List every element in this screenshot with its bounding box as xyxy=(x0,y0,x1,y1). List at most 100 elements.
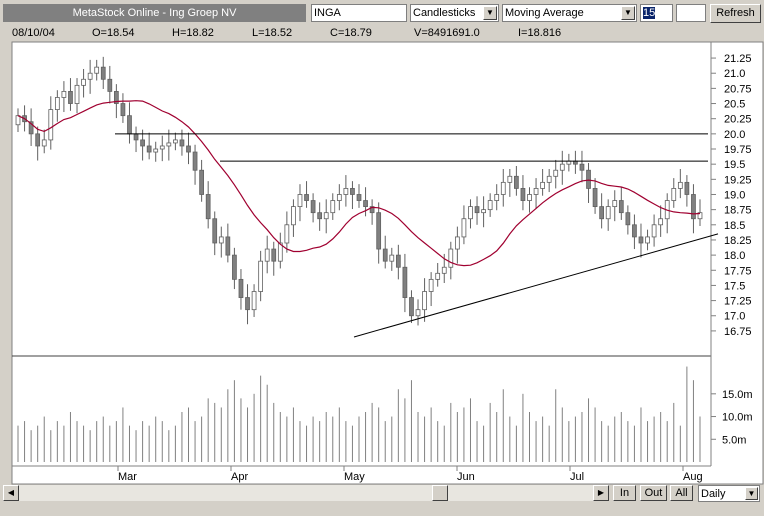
candle-body xyxy=(173,139,178,144)
candle-body xyxy=(192,151,198,171)
candle-body xyxy=(618,200,624,214)
indicator-select[interactable]: Moving Average ▼ xyxy=(502,4,637,22)
time-tick-label: May xyxy=(344,471,365,483)
candle-body xyxy=(474,206,480,214)
price-tick-label: 18.25 xyxy=(724,235,752,247)
candle-body xyxy=(251,291,257,311)
candle-body xyxy=(271,248,277,262)
window-title: MetaStock Online - Ing Groep NV xyxy=(3,4,306,22)
candle-body xyxy=(454,236,460,250)
zoom-out-button[interactable]: Out xyxy=(640,485,667,501)
candle-body xyxy=(74,84,80,104)
candle-body xyxy=(369,206,375,214)
candle-body xyxy=(500,181,506,195)
candle-body xyxy=(382,248,388,262)
time-tick-label: Jun xyxy=(457,471,475,483)
chevron-down-icon[interactable]: ▼ xyxy=(745,487,758,500)
candle-body xyxy=(533,188,539,195)
candle-body xyxy=(120,103,126,117)
candle-body xyxy=(448,248,454,268)
candle-body xyxy=(68,91,73,104)
refresh-button[interactable]: Refresh xyxy=(710,4,761,23)
blank-input[interactable] xyxy=(676,4,706,22)
scroll-left-button[interactable]: ◀ xyxy=(3,485,19,501)
volume-tick-label: 15.0m xyxy=(722,389,753,401)
symbol-input[interactable]: INGA xyxy=(311,4,407,22)
chart-style-select[interactable]: Candlesticks ▼ xyxy=(410,4,499,22)
support-line xyxy=(353,233,719,338)
chevron-down-icon[interactable]: ▼ xyxy=(621,6,635,20)
candle-body xyxy=(350,188,355,195)
quote-open: O=18.54 xyxy=(92,27,135,39)
candles xyxy=(15,56,703,326)
quote-volume: V=8491691.0 xyxy=(414,27,480,39)
candle-body xyxy=(258,260,264,292)
candle-body xyxy=(205,194,211,220)
price-axis: 21.25 21.0 20.75 20.5 20.25 20.0 19.75 19.5 19.2… xyxy=(711,53,752,338)
candle-body xyxy=(559,163,565,171)
candle-body xyxy=(310,200,316,214)
candle-body xyxy=(684,181,690,195)
candle-body xyxy=(81,78,86,86)
quote-date: 08/10/04 xyxy=(12,27,55,39)
scrollbar-thumb[interactable] xyxy=(432,485,448,501)
price-tick-label: 19.5 xyxy=(724,159,745,171)
price-tick-label: 16.75 xyxy=(724,326,752,338)
candle-body xyxy=(87,72,93,80)
candle-body xyxy=(428,278,434,292)
candle-body xyxy=(422,291,427,311)
candle-body xyxy=(651,224,657,238)
candle-body xyxy=(146,145,152,153)
candle-body xyxy=(612,200,618,208)
candle-body xyxy=(487,200,493,211)
candle-body xyxy=(671,188,677,201)
candle-body xyxy=(468,206,473,220)
candle-body xyxy=(415,309,421,317)
price-tick-label: 19.25 xyxy=(724,174,752,186)
candle-body xyxy=(402,266,408,298)
candle-body xyxy=(28,121,34,135)
period-input[interactable]: 15 xyxy=(640,4,673,22)
candle-body xyxy=(579,163,585,171)
candle-body xyxy=(395,254,401,268)
price-tick-label: 20.75 xyxy=(724,83,752,95)
candle-body xyxy=(343,188,349,195)
price-tick-label: 21.25 xyxy=(724,53,752,65)
candle-body xyxy=(304,194,309,201)
candle-body xyxy=(553,169,559,177)
price-tick-label: 20.5 xyxy=(724,99,745,111)
price-tick-label: 19.75 xyxy=(724,144,752,156)
volume-tick-label: 5.0m xyxy=(722,434,746,446)
time-tick-label: Apr xyxy=(231,471,248,483)
chart-background xyxy=(11,41,764,485)
candle-body xyxy=(323,212,329,220)
scroll-right-button[interactable]: ▶ xyxy=(593,485,609,501)
candle-body xyxy=(35,133,41,147)
all-button[interactable]: All xyxy=(670,485,693,501)
candle-body xyxy=(527,194,532,201)
candle-body xyxy=(625,212,631,226)
time-axis: Mar Apr May Jun Jul Aug xyxy=(117,466,703,483)
candle-body xyxy=(199,169,204,195)
zoom-in-button[interactable]: In xyxy=(613,485,636,501)
chevron-down-icon[interactable]: ▼ xyxy=(483,6,497,20)
price-tick-label: 20.25 xyxy=(724,114,752,126)
interval-select[interactable]: Daily ▼ xyxy=(698,485,760,502)
candle-body xyxy=(41,139,47,147)
candle-body xyxy=(605,206,611,220)
scrollbar-track[interactable] xyxy=(19,485,606,501)
quote-low: L=18.52 xyxy=(252,27,293,39)
candle-body xyxy=(409,297,414,317)
candle-body xyxy=(356,194,362,201)
candle-body xyxy=(376,212,382,250)
price-tick-label: 21.0 xyxy=(724,68,745,80)
candle-body xyxy=(212,218,218,244)
candle-body xyxy=(546,175,552,183)
candle-body xyxy=(218,236,224,244)
candle-body xyxy=(507,175,513,183)
candle-body xyxy=(330,200,336,214)
candle-body xyxy=(133,133,139,141)
candle-body xyxy=(540,181,545,189)
chart-style-value: Candlesticks xyxy=(413,7,476,19)
